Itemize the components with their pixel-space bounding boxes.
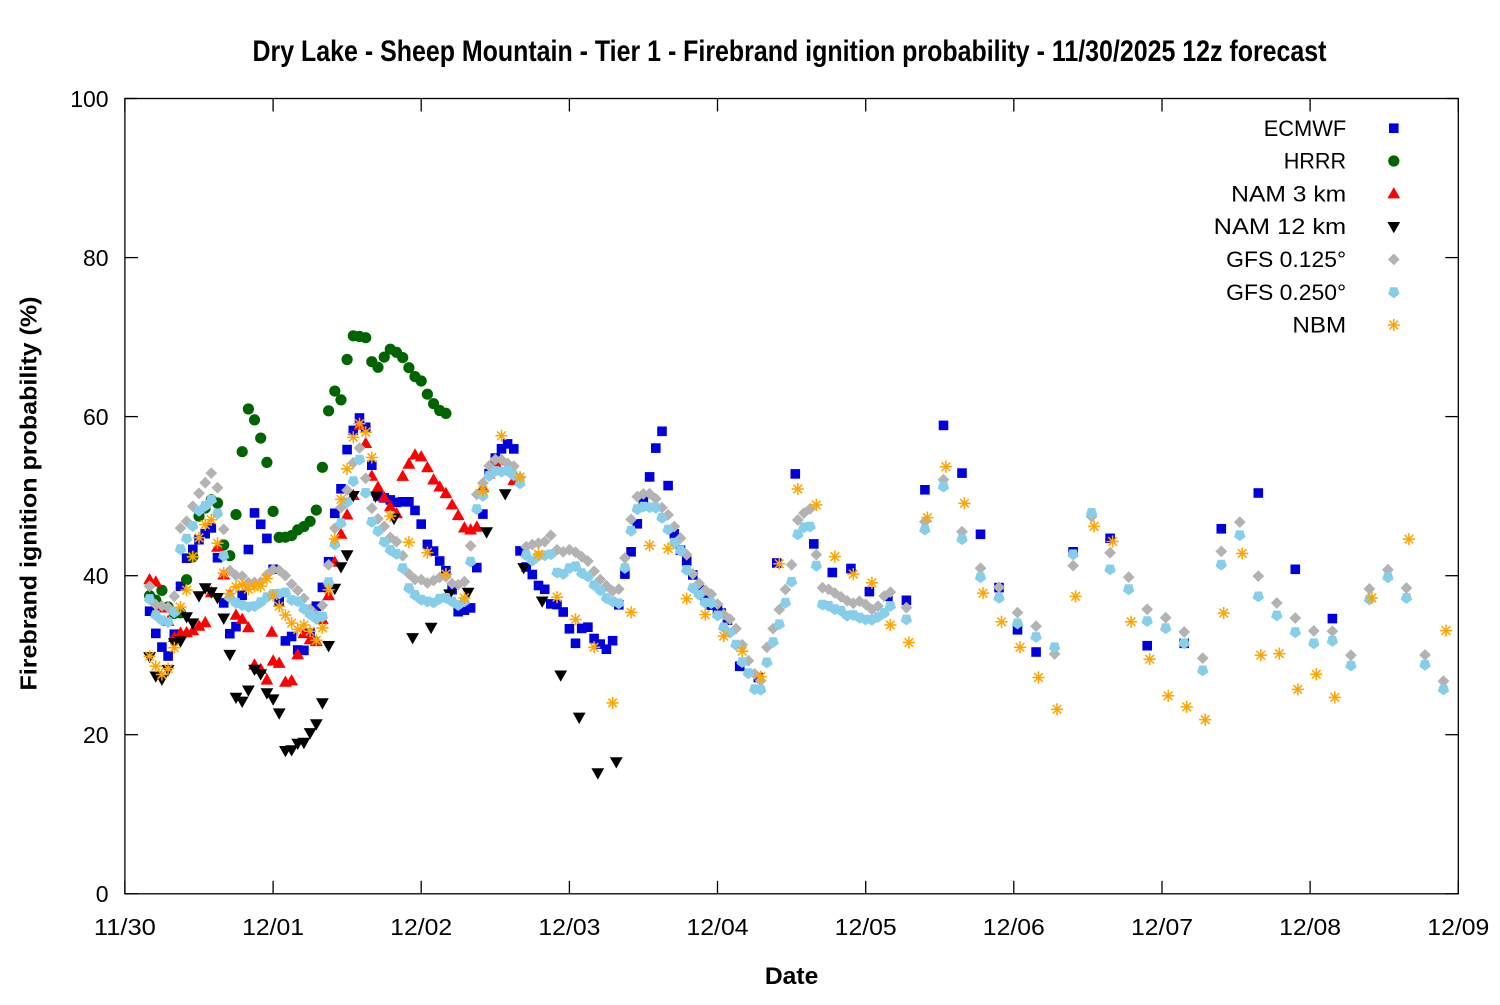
svg-text:100: 100 bbox=[70, 86, 108, 112]
svg-text:11/30: 11/30 bbox=[94, 914, 156, 940]
svg-text:12/04: 12/04 bbox=[687, 914, 749, 940]
svg-text:GFS 0.250°: GFS 0.250° bbox=[1226, 280, 1346, 305]
svg-text:12/09: 12/09 bbox=[1427, 914, 1489, 940]
svg-text:HRRR: HRRR bbox=[1284, 149, 1347, 174]
svg-text:80: 80 bbox=[83, 245, 109, 271]
svg-text:12/05: 12/05 bbox=[835, 914, 897, 940]
svg-text:NBM: NBM bbox=[1292, 313, 1346, 338]
svg-text:ECMWF: ECMWF bbox=[1264, 116, 1347, 141]
svg-text:20: 20 bbox=[83, 722, 109, 748]
svg-text:GFS 0.125°: GFS 0.125° bbox=[1226, 247, 1346, 272]
svg-text:Firebrand ignition probability: Firebrand ignition probability (%) bbox=[16, 297, 42, 691]
svg-text:Dry Lake - Sheep Mountain - Ti: Dry Lake - Sheep Mountain - Tier 1 - Fir… bbox=[253, 35, 1327, 68]
svg-text:12/07: 12/07 bbox=[1131, 914, 1193, 940]
svg-text:Date: Date bbox=[765, 963, 819, 990]
svg-text:NAM 3 km: NAM 3 km bbox=[1231, 181, 1346, 206]
svg-text:0: 0 bbox=[96, 881, 109, 907]
svg-text:12/01: 12/01 bbox=[242, 914, 304, 940]
svg-text:NAM 12 km: NAM 12 km bbox=[1214, 214, 1347, 239]
svg-text:12/03: 12/03 bbox=[538, 914, 600, 940]
svg-text:40: 40 bbox=[83, 563, 109, 589]
svg-text:12/06: 12/06 bbox=[983, 914, 1045, 940]
svg-text:12/02: 12/02 bbox=[390, 914, 452, 940]
svg-text:12/08: 12/08 bbox=[1279, 914, 1341, 940]
svg-text:60: 60 bbox=[83, 404, 109, 430]
